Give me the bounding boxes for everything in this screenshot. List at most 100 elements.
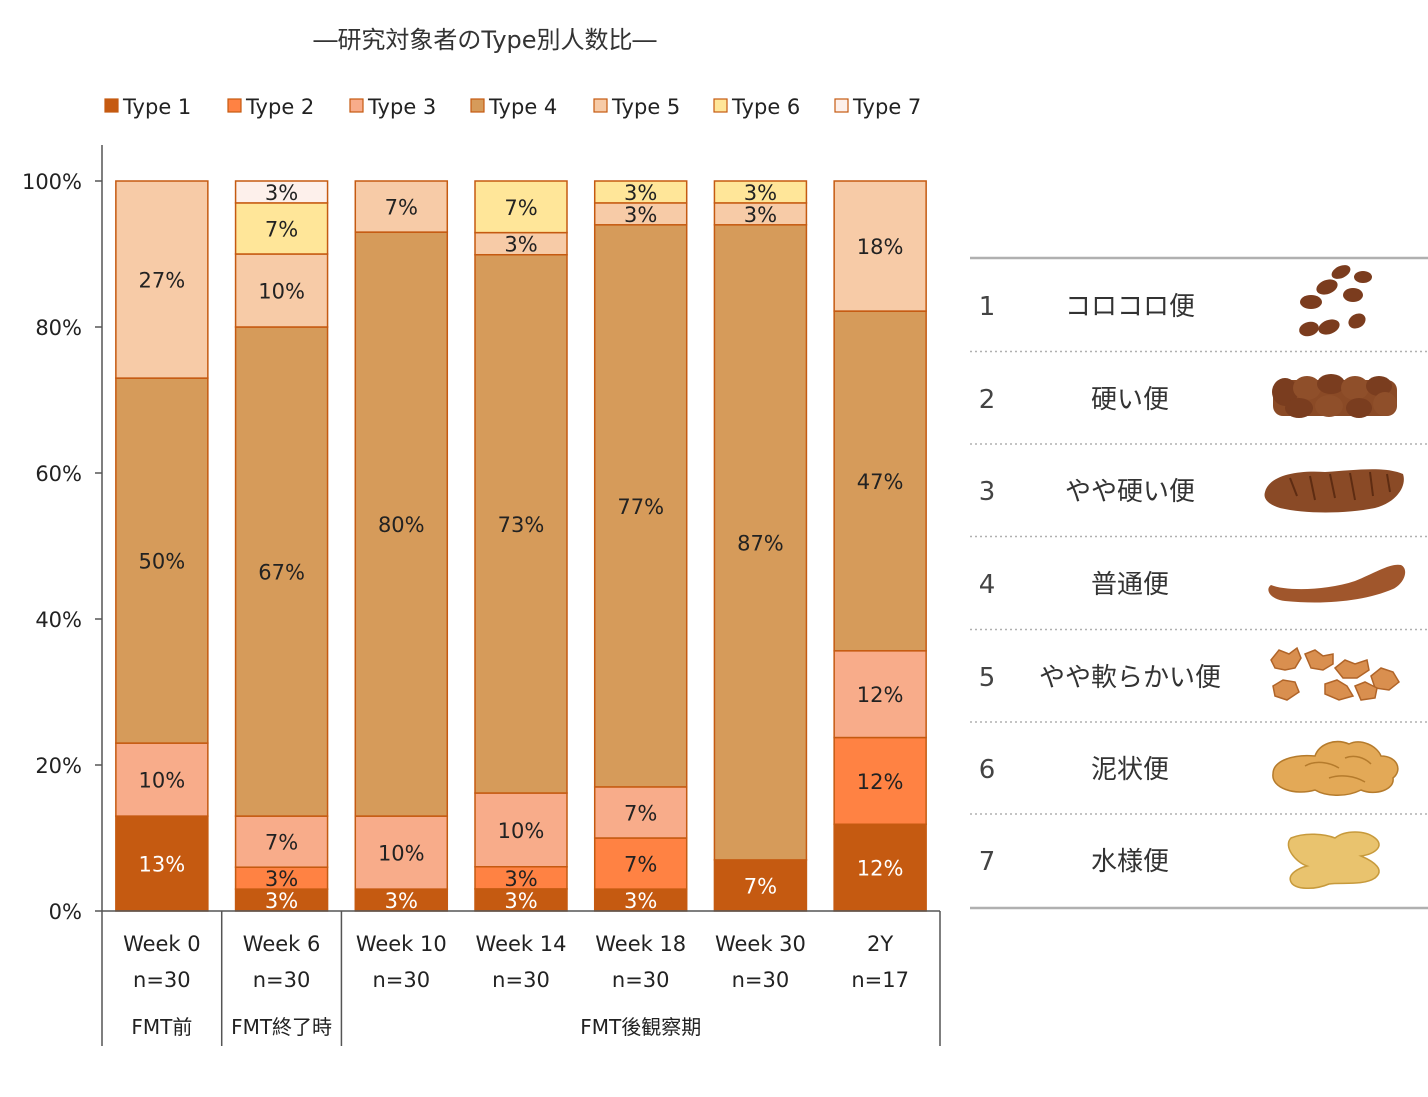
type7-watery-icon — [1287, 831, 1380, 889]
legend-item: Type 3 — [349, 95, 436, 119]
bar-segment — [713, 859, 808, 912]
legend-swatch — [470, 98, 485, 113]
bar-segment — [234, 815, 329, 868]
type1-hard-lumps-icon — [1299, 265, 1372, 337]
legend-swatch — [834, 98, 849, 113]
x-category-label: Week 18 — [595, 932, 686, 956]
bar-segment — [593, 786, 688, 839]
y-tick-label: 20% — [35, 754, 82, 778]
legend-label: Type 2 — [245, 95, 314, 119]
data-label: 67% — [258, 561, 305, 585]
bar-segment — [833, 650, 927, 739]
stool-type-reference-panel: 1 コロコロ便 2 硬い便 3 やや硬い便 4 普通便 5 やや軟らかい便 6 泥状便 7 水様便 — [970, 256, 1428, 910]
data-label: 50% — [139, 550, 186, 574]
data-label: 7% — [385, 196, 418, 220]
bar-segment — [234, 253, 329, 328]
data-label: 7% — [624, 801, 657, 825]
stool-type-label: 普通便 — [1091, 570, 1169, 600]
x-n-label: n=30 — [732, 968, 790, 992]
x-axis-table: Week 0 n=30 Week 6 n=30 Week 10 n=30 Week 14 n=… — [101, 910, 941, 1046]
data-label: 3% — [624, 181, 657, 205]
data-label: 80% — [378, 513, 425, 537]
type2-lumpy-sausage-icon — [1272, 374, 1397, 418]
legend-swatch — [593, 98, 608, 113]
legend-item: Type 6 — [713, 95, 800, 119]
stool-type-label: やや硬い便 — [1065, 477, 1195, 507]
x-n-label: n=30 — [372, 968, 430, 992]
data-label: 77% — [617, 495, 664, 519]
legend-item: Type 7 — [834, 95, 921, 119]
legend-label: Type 3 — [367, 95, 436, 119]
bar-segment — [593, 837, 688, 890]
data-label: 7% — [624, 853, 657, 877]
bar-segment — [593, 180, 688, 204]
y-tick-label: 100% — [22, 170, 82, 194]
legend-item: Type 5 — [593, 95, 680, 119]
legend-label: Type 4 — [488, 95, 557, 119]
x-category-label: Week 14 — [476, 932, 567, 956]
data-label: 3% — [504, 867, 537, 891]
type4-smooth-sausage-icon — [1268, 564, 1406, 603]
bar-segment — [833, 310, 927, 652]
stool-type-number: 5 — [979, 663, 996, 693]
bar-segment — [115, 742, 209, 817]
stool-type-label: やや軟らかい便 — [1039, 663, 1221, 693]
data-label: 7% — [504, 196, 537, 220]
legend-label: Type 6 — [731, 95, 800, 119]
bar-segment — [833, 180, 927, 312]
data-label: 10% — [139, 769, 186, 793]
data-label: 3% — [504, 889, 537, 913]
x-category-label: Week 30 — [715, 932, 806, 956]
data-label: 3% — [385, 889, 418, 913]
stool-type-number: 6 — [979, 755, 996, 785]
stool-type-label: 硬い便 — [1091, 385, 1169, 415]
bar-segment — [713, 224, 808, 861]
data-label: 12% — [857, 857, 904, 881]
stool-type-number: 3 — [979, 477, 996, 507]
bar-segment — [115, 815, 209, 912]
data-label: 12% — [857, 683, 904, 707]
y-tick-label: 0% — [49, 900, 82, 924]
legend-label: Type 7 — [852, 95, 921, 119]
legend-swatch — [713, 98, 728, 113]
data-label: 3% — [744, 181, 777, 205]
data-label: 3% — [504, 233, 537, 257]
x-category-label: Week 10 — [356, 932, 447, 956]
type5-soft-blobs-icon — [1270, 646, 1400, 701]
segment-labels: 13%10%50%27%3%3%7%67%10%7%3%3%10%80%7%3%… — [139, 181, 904, 913]
chart-title: ―研究対象者のType別人数比― — [313, 26, 656, 54]
data-label: 27% — [139, 269, 186, 293]
bar-stack-area — [115, 180, 927, 912]
x-category-label: Week 0 — [123, 932, 201, 956]
x-category-label: Week 6 — [243, 932, 321, 956]
x-group-label: FMT前 — [131, 1015, 192, 1039]
legend-label: Type 5 — [611, 95, 680, 119]
data-label: 73% — [498, 513, 545, 537]
y-tick-label: 80% — [35, 316, 82, 340]
data-label: 7% — [744, 874, 777, 898]
legend-item: Type 2 — [227, 95, 314, 119]
data-label: 3% — [265, 181, 298, 205]
legend-item: Type 1 — [104, 95, 191, 119]
data-label: 3% — [624, 203, 657, 227]
stool-type-number: 7 — [979, 847, 996, 877]
y-axis: 0% 20% 40% 60% 80% 100% — [22, 145, 103, 924]
x-n-label: n=30 — [253, 968, 311, 992]
bar-segment — [833, 736, 927, 826]
data-label: 10% — [498, 819, 545, 843]
bar-segment — [115, 180, 209, 379]
bar-segment — [234, 326, 329, 817]
x-n-label: n=17 — [851, 968, 909, 992]
x-category-label: 2Y — [867, 932, 893, 956]
data-label: 10% — [258, 280, 305, 304]
legend-swatch — [104, 98, 119, 113]
data-label: 12% — [857, 770, 904, 794]
data-label: 47% — [857, 470, 904, 494]
data-label: 7% — [265, 217, 298, 241]
bar-segment — [234, 180, 329, 204]
legend-label: Type 1 — [122, 95, 191, 119]
stool-type-number: 4 — [979, 570, 996, 600]
data-label: 87% — [737, 531, 784, 555]
x-n-label: n=30 — [492, 968, 550, 992]
